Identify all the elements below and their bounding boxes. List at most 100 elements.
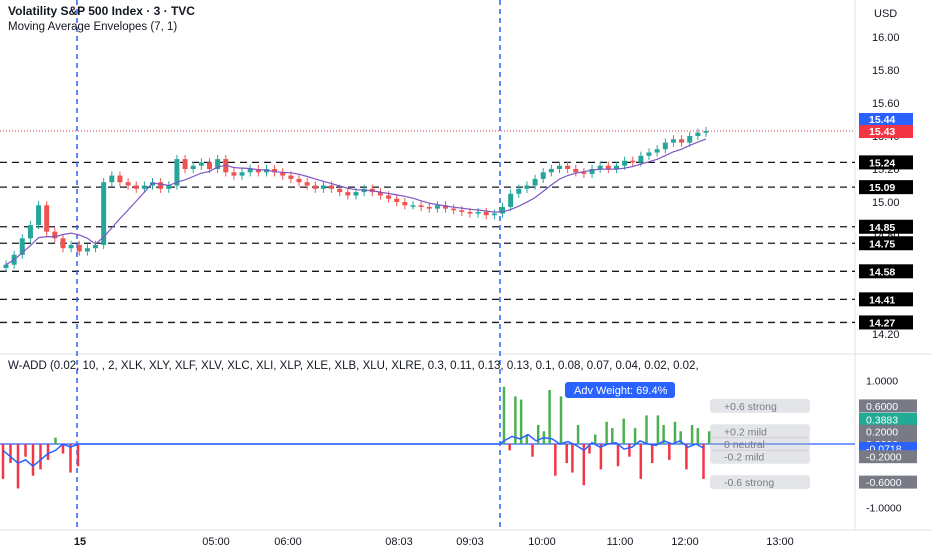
currency-label[interactable]: USD (874, 8, 897, 20)
candle-body (101, 182, 107, 245)
level-badge (859, 219, 913, 234)
osc-tick-label: 0.3883 (866, 414, 898, 426)
candle-body (44, 205, 50, 232)
candle-body (687, 136, 693, 143)
candle-body (190, 165, 196, 169)
candle-body (556, 165, 562, 169)
candle-body (93, 244, 99, 249)
candle-body (467, 211, 473, 214)
candle-body (182, 159, 188, 169)
last-price-badge (859, 125, 913, 138)
candle-body (239, 172, 245, 176)
candle-body (36, 205, 42, 226)
candle-body (394, 198, 400, 202)
moving-average-line (5, 138, 707, 266)
time-tick-label: 15 (74, 536, 86, 548)
candle-body (670, 139, 676, 143)
high-price-badge (859, 113, 913, 126)
candlestick-series[interactable] (3, 126, 709, 273)
level-badge (859, 315, 913, 330)
band-label-text: 0 neutral (724, 439, 765, 451)
price-tick-label: 16.00 (872, 32, 900, 44)
band-label-pill (710, 449, 810, 464)
osc-tick-label: -0.6000 (866, 477, 902, 489)
candle-body (443, 205, 449, 209)
level-badges: 15.24 15.09 14.85 14.75 14.58 14.41 14.27 (859, 155, 913, 330)
candle-body (68, 244, 74, 249)
candle-body (296, 178, 302, 183)
oscillator-histogram (1, 386, 711, 489)
candle-body (198, 162, 204, 166)
candle-body (386, 195, 392, 199)
candle-body (174, 159, 180, 186)
level-badge (859, 292, 913, 307)
price-tick-label: 15.00 (872, 197, 900, 209)
candle-body (418, 205, 424, 207)
candle-body (133, 185, 139, 189)
price-tick-label: 14.20 (872, 329, 900, 341)
band-label-pill (710, 437, 810, 451)
candle-body (158, 182, 164, 189)
time-axis[interactable]: 15 05:00 06:00 08:03 09:03 10:00 11:00 12:00 13:… (74, 536, 794, 548)
level-badge-text: 14.58 (869, 266, 895, 278)
oscillator-line (2, 433, 705, 468)
time-tick-label: 10:00 (528, 536, 556, 548)
candle-body (76, 244, 82, 252)
candle-body (581, 172, 587, 174)
level-badge-text: 14.85 (869, 222, 895, 234)
candle-body (377, 192, 383, 196)
band-label-pill (710, 475, 810, 490)
indicator-legend[interactable]: Moving Average Envelopes (7, 1) (8, 21, 177, 33)
level-badge (859, 264, 913, 279)
candle-body (215, 159, 221, 169)
high-price-badge-text: 15.44 (869, 114, 895, 126)
time-tick-label: 05:00 (202, 536, 230, 548)
candle-body (312, 185, 318, 189)
time-tick-label: 12:00 (671, 536, 699, 548)
candle-body (613, 165, 619, 169)
candle-body (410, 205, 416, 207)
support-resistance-levels[interactable] (0, 161, 855, 324)
candle-body (451, 208, 457, 211)
candle-body (247, 169, 253, 173)
candle-body (532, 178, 538, 186)
oscillator-title[interactable]: W-ADD (0.02, 10, , 2, XLK, XLY, XLF, XLV… (8, 360, 699, 372)
time-tick-label: 11:00 (607, 536, 634, 548)
candle-body (402, 202, 408, 206)
candle-body (272, 169, 278, 173)
candle-body (109, 175, 115, 183)
osc-tick-badge (859, 399, 917, 413)
candle-body (117, 175, 123, 183)
candle-body (84, 248, 90, 252)
band-label-text: -0.2 mild (724, 452, 764, 464)
candle-body (280, 172, 286, 176)
adv-weight-badge (565, 382, 675, 398)
band-label-text: +0.6 strong (724, 401, 777, 413)
osc-tick-label: -1.0000 (866, 503, 902, 515)
candle-body (500, 206, 506, 214)
candle-body (573, 169, 579, 173)
candle-body (605, 165, 611, 169)
candle-body (589, 169, 595, 174)
candle-body (320, 185, 326, 189)
time-tick-label: 13:00 (766, 536, 794, 548)
candle-body (695, 132, 701, 136)
candle-body (52, 231, 58, 239)
candle-body (304, 182, 310, 186)
chart-title[interactable]: Volatility S&P 500 Index · 3 · TVC (8, 4, 195, 18)
candle-body (646, 152, 652, 156)
candle-body (426, 206, 432, 209)
oscillator-axis[interactable]: 1.00000.60000.38830.20000.0000-0.0718-0.… (859, 376, 917, 515)
level-badge-text: 14.27 (869, 317, 895, 329)
osc-tick-label: 1.0000 (866, 376, 898, 388)
candle-body (548, 169, 554, 173)
candle-body (679, 139, 685, 143)
level-badge (859, 180, 913, 195)
candle-body (353, 192, 359, 196)
level-badge (859, 155, 913, 170)
band-label-pill (710, 398, 810, 413)
candle-body (540, 172, 546, 179)
level-badge-text: 14.75 (869, 238, 895, 250)
band-label-text: +0.2 mild (724, 426, 767, 438)
